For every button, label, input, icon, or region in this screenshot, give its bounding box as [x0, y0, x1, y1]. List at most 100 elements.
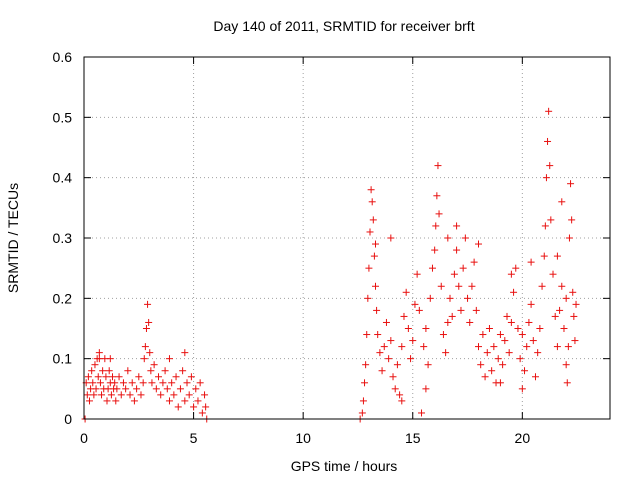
data-point: [103, 397, 111, 405]
data-point: [553, 343, 561, 351]
data-point: [358, 409, 366, 417]
data-point: [150, 361, 158, 369]
data-point: [181, 349, 189, 357]
data-point: [91, 361, 99, 369]
data-point: [565, 234, 573, 242]
data-point: [544, 137, 552, 145]
data-point: [124, 367, 132, 375]
data-point: [371, 240, 379, 248]
data-point: [174, 403, 182, 411]
data-point: [168, 379, 176, 387]
data-point: [89, 379, 97, 387]
data-point: [470, 258, 478, 266]
data-point: [115, 373, 123, 381]
data-point: [468, 282, 476, 290]
data-point: [99, 367, 107, 375]
data-point: [540, 252, 548, 260]
data-point: [387, 337, 395, 345]
data-point: [192, 385, 200, 393]
data-point: [507, 318, 515, 326]
data-point: [152, 385, 160, 393]
data-point: [83, 391, 91, 399]
data-point: [376, 349, 384, 357]
data-point: [542, 174, 550, 182]
data-point: [122, 385, 130, 393]
data-point: [145, 318, 153, 326]
data-point: [196, 379, 204, 387]
data-point: [165, 397, 173, 405]
y-axis-label: SRMTID / TECUs: [5, 183, 21, 293]
data-point: [385, 355, 393, 363]
data-point: [534, 349, 542, 357]
data-point: [202, 403, 210, 411]
data-point: [507, 270, 515, 278]
data-point: [90, 391, 98, 399]
data-point: [570, 312, 578, 320]
data-point: [496, 379, 504, 387]
data-point: [442, 349, 450, 357]
data-point: [499, 361, 507, 369]
data-point: [439, 331, 447, 339]
data-point: [475, 240, 482, 248]
data-point: [546, 162, 554, 170]
data-point: [402, 288, 410, 296]
data-point: [106, 355, 114, 363]
data-point: [96, 379, 104, 387]
data-point: [391, 385, 399, 393]
data-point: [422, 385, 430, 393]
y-tick-label: 0.1: [53, 351, 73, 367]
data-point: [187, 373, 195, 381]
data-point: [370, 252, 378, 260]
data-point: [190, 403, 198, 411]
data-point: [165, 355, 173, 363]
data-point: [479, 331, 487, 339]
data-points: [81, 107, 580, 423]
data-point: [541, 222, 549, 230]
data-point: [464, 294, 472, 302]
data-point: [424, 361, 432, 369]
data-point: [461, 234, 469, 242]
data-point: [364, 294, 372, 302]
data-point: [432, 222, 440, 230]
data-point: [553, 252, 561, 260]
x-tick-label: 0: [80, 430, 88, 446]
data-point: [472, 306, 480, 314]
data-point: [201, 391, 209, 399]
data-point: [95, 355, 103, 363]
data-point: [95, 349, 103, 357]
data-point: [547, 216, 555, 224]
data-point: [130, 397, 138, 405]
data-point: [527, 258, 535, 266]
data-point: [128, 379, 136, 387]
data-point: [572, 300, 580, 308]
y-tick-label: 0.6: [53, 49, 73, 65]
data-point: [98, 391, 106, 399]
data-point: [382, 318, 390, 326]
data-point: [144, 300, 152, 308]
data-point: [159, 379, 167, 387]
data-point: [420, 343, 428, 351]
y-tick-label: 0.2: [53, 290, 73, 306]
data-point: [567, 180, 575, 188]
y-tick-label: 0.4: [53, 170, 73, 186]
data-point: [444, 234, 452, 242]
data-point: [531, 373, 539, 381]
data-point: [516, 355, 524, 363]
data-point: [380, 343, 388, 351]
data-point: [523, 343, 531, 351]
data-point: [510, 288, 518, 296]
data-point: [481, 373, 489, 381]
data-point: [459, 264, 467, 272]
data-point: [558, 198, 566, 206]
y-tick-label: 0: [64, 411, 72, 427]
data-point: [365, 264, 373, 272]
axis-ticks: 0 0.1 0.2 0.3 0.4 0.5 0.6 0 5 10 15 20: [53, 49, 610, 446]
data-point: [453, 246, 461, 254]
data-point: [368, 198, 376, 206]
data-point: [446, 294, 454, 302]
data-point: [503, 312, 511, 320]
data-point: [435, 210, 443, 218]
data-point: [453, 222, 461, 230]
data-point: [102, 373, 110, 381]
